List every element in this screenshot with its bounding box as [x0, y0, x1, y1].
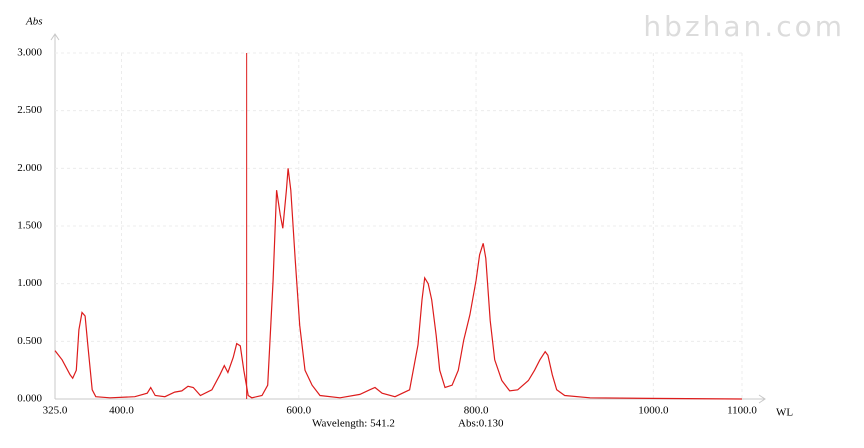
x-tick-label: 400.0	[109, 405, 134, 417]
y-tick-label: 3.000	[17, 47, 42, 59]
x-tick-label: 1100.0	[727, 405, 757, 417]
x-axis-label: WL	[776, 407, 793, 419]
cursor-wavelength: Wavelength: 541.2	[312, 418, 395, 430]
y-tick-label: 1.000	[17, 277, 42, 289]
y-axis-label: Abs	[25, 16, 43, 28]
x-tick-label: 325.0	[43, 405, 68, 417]
y-axis-arrow	[50, 33, 60, 41]
y-tick-label: 2.000	[17, 162, 42, 174]
spectrum-line	[54, 168, 743, 400]
x-tick-label: 600.0	[286, 405, 311, 417]
x-axis-arrow	[758, 394, 766, 404]
y-tick-label: 2.500	[17, 104, 42, 116]
watermark: hbzhan.com	[643, 10, 845, 43]
y-tick-label: 0.500	[17, 335, 42, 347]
y-tick-label: 0.000	[17, 393, 42, 405]
x-tick-label: 1000.0	[638, 405, 669, 417]
cursor-abs: Abs:0.130	[458, 418, 504, 430]
x-tick-label: 800.0	[464, 405, 489, 417]
y-tick-label: 1.500	[17, 220, 42, 232]
